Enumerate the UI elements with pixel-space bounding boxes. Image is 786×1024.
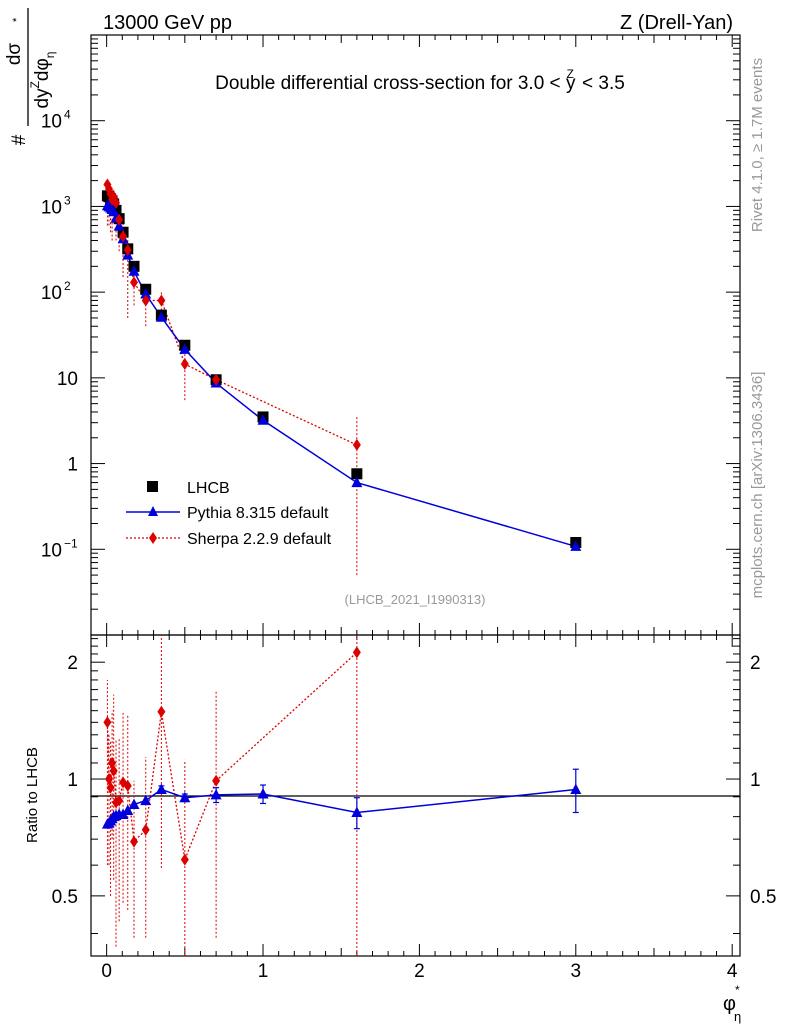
sherpa-data-point — [141, 294, 150, 307]
y-tick-label: 1 — [67, 455, 78, 476]
pythia-ratio-line — [106, 788, 576, 825]
pythia-data-point — [155, 311, 167, 322]
legend-label-lhcb: LHCB — [187, 480, 230, 497]
sherpa-data-point — [180, 358, 189, 371]
legend: LHCB Pythia 8.315 default Sherpa 2.2.9 d… — [126, 480, 332, 548]
pythia-line — [106, 205, 577, 548]
svg-text:*: * — [735, 983, 740, 997]
main-axis-ticks — [91, 35, 740, 636]
ratio-y-tick-label: 0.5 — [52, 887, 78, 908]
sherpa-ratio-point — [141, 823, 150, 836]
pythia-ratio-point — [351, 806, 363, 817]
svg-text:η: η — [734, 1009, 741, 1024]
sherpa-data-point — [119, 230, 128, 243]
y-tick-label: 10 — [57, 369, 78, 390]
sherpa-ratio-point — [103, 716, 112, 729]
pythia-ratio-point — [210, 788, 222, 800]
legend-marker-lhcb — [147, 481, 158, 492]
pythia-data-point — [570, 540, 582, 551]
pythia-ratio-point — [155, 783, 167, 794]
svg-text:dyZdφη: dyZdφη — [28, 52, 57, 109]
sherpa-data-point — [130, 276, 139, 289]
x-tick-labels: 0 1 2 3 4 — [101, 961, 738, 982]
legend-marker-pythia — [148, 506, 158, 516]
pythia-data-point — [351, 476, 363, 488]
svg-text:dσ: dσ — [4, 43, 25, 66]
sherpa-ratio-point — [106, 781, 115, 794]
sherpa-ratio-point — [115, 794, 124, 807]
x-tick-label: 1 — [258, 961, 269, 982]
main-y-axis-title: # dσ dyZdφη * [pb] — [4, 8, 57, 145]
ratio-y-tick-label-right: 0.5 — [750, 887, 776, 908]
y-tick-label-exponent: 3 — [64, 193, 71, 207]
svg-text:φ: φ — [723, 993, 736, 1015]
x-tick-label: 3 — [571, 961, 582, 982]
mcplots-label: mcplots.cern.ch [arXiv:1306.3436] — [749, 372, 766, 599]
y-tick-label: 10 — [41, 283, 62, 304]
y-tick-label-exponent: −1 — [64, 536, 78, 550]
pythia-ratio-point — [140, 794, 152, 806]
legend-label-sherpa: Sherpa 2.2.9 default — [187, 531, 332, 548]
ratio-y-tick-label: 2 — [67, 653, 78, 674]
sherpa-data-point — [123, 244, 132, 257]
pythia-ratio-point — [257, 788, 269, 799]
header-left: 13000 GeV pp — [103, 12, 232, 34]
pythia-data-point — [128, 265, 140, 276]
legend-label-pythia: Pythia 8.315 default — [187, 505, 329, 522]
header-right: Z (Drell-Yan) — [620, 12, 733, 34]
sherpa-data-point — [115, 213, 124, 226]
sherpa-data-point — [212, 373, 221, 386]
x-tick-label: 0 — [101, 961, 112, 982]
sherpa-ratio-point — [130, 835, 139, 848]
ratio-y-axis-title: Ratio to LHCB — [24, 747, 41, 843]
main-title: Double differential cross-section for 3.… — [215, 67, 625, 94]
pythia-ratio-point — [128, 798, 140, 809]
ratio-y-tick-label-right: 2 — [750, 653, 761, 674]
legend-marker-sherpa — [149, 532, 157, 544]
rivet-version-label: Rivet 4.1.0, ≥ 1.7M events — [749, 58, 766, 232]
pythia-ratio-point — [179, 791, 191, 803]
pythia-ratio-point — [122, 804, 134, 815]
x-axis-title: φ * η — [723, 983, 741, 1024]
x-tick-label: 2 — [414, 961, 425, 982]
sherpa-ratio-point — [212, 774, 221, 787]
sherpa-line — [106, 184, 358, 446]
sherpa-ratio-point — [180, 853, 189, 866]
sherpa-ratio-point — [123, 779, 132, 792]
y-tick-label: 10 — [41, 197, 62, 218]
pythia-data-point — [140, 288, 152, 299]
pythia-data-point — [179, 343, 191, 354]
y-tick-label-exponent: 2 — [64, 279, 71, 293]
sherpa-ratio-point — [352, 646, 361, 659]
ratio-y-tick-labels: 0.5 0.5 1 1 2 2 — [52, 653, 777, 908]
sherpa-ratio-point — [157, 705, 166, 718]
pythia-data-point — [257, 414, 269, 425]
y-tick-label: 10 — [41, 112, 62, 133]
lhcb-data-point — [351, 468, 363, 480]
sherpa-data-point — [112, 196, 121, 209]
ratio-y-tick-label-right: 1 — [750, 770, 761, 791]
sherpa-ratio-point — [104, 773, 113, 786]
svg-text:#: # — [9, 134, 30, 145]
pythia-ratio-point — [570, 783, 582, 794]
sherpa-ratio-point — [109, 764, 118, 777]
x-tick-label: 4 — [727, 961, 738, 982]
main-series — [101, 178, 582, 576]
svg-text:*: * — [11, 17, 23, 22]
sherpa-data-point — [157, 294, 166, 307]
y-tick-label: 10 — [41, 540, 62, 561]
sherpa-data-point — [352, 438, 361, 451]
y-tick-label-exponent: 4 — [64, 108, 71, 122]
ratio-y-tick-label: 1 — [67, 770, 78, 791]
ratio-series — [101, 635, 582, 956]
analysis-tag: (LHCB_2021_I1990313) — [345, 592, 486, 607]
ratio-panel: 0.5 0.5 1 1 2 2 Ratio to LHCB — [24, 634, 777, 957]
